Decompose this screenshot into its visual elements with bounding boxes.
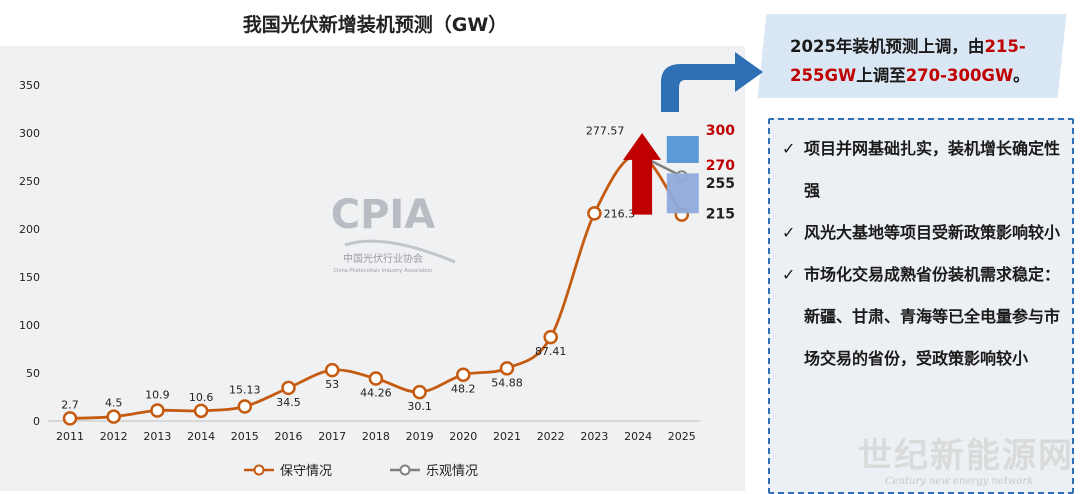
bullet-text: 风光大基地等项目受新政策影响较小: [804, 223, 1061, 242]
x-tick-label: 2011: [56, 430, 84, 443]
watermark: 世纪新能源网: [858, 436, 1074, 476]
series-point-conservative: [324, 362, 340, 378]
check-icon: ✓: [782, 223, 796, 242]
range-label: 215: [706, 207, 735, 223]
series-point-conservative: [237, 399, 253, 414]
legend-label-optimistic: 乐观情况: [426, 464, 479, 479]
y-tick-label: 200: [19, 223, 40, 236]
y-tick-label: 50: [26, 367, 40, 380]
data-label: 53: [325, 378, 339, 391]
bullet-item: ✓ 项目并网基础扎实，装机增长确定性强: [782, 128, 1072, 212]
series-point-conservative: [150, 403, 165, 418]
series-point-conservative: [587, 206, 602, 221]
arrow-icon: [661, 52, 763, 112]
series-point-conservative: [106, 409, 121, 424]
x-tick-label: 2019: [406, 430, 434, 443]
legend-item-conservative: 保守情况: [244, 460, 332, 479]
x-tick-label: 2013: [143, 430, 171, 443]
check-icon: ✓: [782, 265, 796, 284]
x-tick-label: 2016: [275, 430, 303, 443]
bullet-list: ✓ 项目并网基础扎实，装机增长确定性强 ✓ 风光大基地等项目受新政策影响较小 ✓…: [782, 128, 1072, 380]
data-label: 15.13: [229, 383, 261, 396]
x-tick-label: 2024: [624, 430, 652, 443]
series-point-conservative: [543, 329, 558, 345]
bullet-item: ✓ 风光大基地等项目受新政策影响较小: [782, 212, 1072, 254]
legend-marker-optimistic: [390, 464, 420, 475]
legend-item-optimistic: 乐观情况: [390, 460, 478, 479]
up-arrow-icon: [623, 133, 662, 215]
bullet-panel: [768, 118, 1074, 494]
series-point-conservative: [499, 361, 515, 376]
series-point-conservative: [193, 403, 209, 419]
series-point-conservative: [412, 384, 427, 400]
logo-english: China Photovoltaic Industry Association: [334, 268, 433, 274]
y-tick-label: 300: [19, 127, 40, 140]
data-label: 10.9: [145, 389, 170, 402]
legend-label-conservative: 保守情况: [280, 464, 333, 479]
series-point-conservative: [368, 371, 384, 386]
series-point-conservative: [456, 367, 471, 382]
series-point-conservative: [62, 411, 78, 426]
callout-hl3: 270-300GW: [905, 66, 1014, 85]
range-box-upper: [666, 136, 699, 163]
chart-title: 我国光伏新增装机预测（GW）: [242, 14, 508, 36]
data-label: 277.57: [586, 125, 625, 138]
data-label: 54.88: [491, 376, 523, 389]
data-label: 216.3: [604, 207, 636, 220]
data-label: 2.7: [61, 398, 79, 411]
data-label: 4.5: [105, 397, 123, 410]
range-box-lower: [666, 173, 699, 214]
line-chart: CPIA 中国光伏行业协会 China Photovoltaic Industry …: [19, 79, 735, 443]
x-tick-label: 2014: [187, 430, 215, 443]
watermark-sub: Century new energy network: [885, 476, 1034, 487]
data-label: 87.41: [535, 345, 567, 358]
logo-subtitle: 中国光伏行业协会: [343, 252, 423, 265]
logo-text: CPIA: [331, 192, 436, 238]
check-icon: ✓: [782, 139, 796, 158]
callout-hl2: 255GW: [790, 66, 857, 85]
callout-line1: 2025年装机预测上调，由: [790, 37, 985, 56]
x-tick-label: 2015: [231, 430, 259, 443]
callout-end: 。: [1013, 66, 1030, 85]
x-tick-label: 2021: [493, 430, 521, 443]
logo-swoosh: [344, 239, 456, 264]
y-tick-label: 100: [19, 319, 40, 332]
chart-area: [0, 46, 745, 491]
bullet-item: ✓ 市场化交易成熟省份装机需求稳定：新疆、甘肃、青海等已全电量参与市场交易的省份…: [782, 254, 1072, 380]
x-tick-label: 2017: [318, 430, 346, 443]
series-point-conservative: [281, 380, 296, 396]
data-label: 34.5: [276, 396, 301, 409]
range-label: 300: [706, 123, 735, 139]
data-label: 30.1: [407, 400, 432, 413]
x-tick-label: 2023: [580, 430, 608, 443]
x-tick-label: 2012: [100, 430, 128, 443]
x-tick-label: 2018: [362, 430, 390, 443]
callout-text: 2025年装机预测上调，由215- 255GW上调至270-300GW。: [790, 32, 1060, 90]
x-tick-label: 2020: [449, 430, 477, 443]
data-label: 48.2: [451, 383, 476, 396]
y-tick-label: 150: [19, 271, 40, 284]
data-label: 44.26: [360, 387, 392, 400]
callout-hl1: 215-: [984, 37, 1026, 56]
cpia-logo: CPIA 中国光伏行业协会 China Photovoltaic Industry …: [331, 192, 456, 274]
y-tick-label: 0: [33, 415, 40, 428]
range-label: 270: [706, 158, 735, 174]
y-tick-label: 250: [19, 175, 40, 188]
x-tick-label: 2022: [537, 430, 565, 443]
data-label: 10.6: [189, 391, 214, 404]
legend-marker-conservative: [244, 464, 274, 475]
x-tick-label: 2025: [668, 430, 696, 443]
y-tick-label: 350: [19, 79, 40, 92]
bullet-text: 项目并网基础扎实，装机增长确定性强: [804, 139, 1061, 200]
bullet-text: 市场化交易成熟省份装机需求稳定：新疆、甘肃、青海等已全电量参与市场交易的省份，受…: [804, 265, 1061, 368]
range-label: 255: [706, 176, 735, 192]
callout-mid: 上调至: [856, 66, 906, 85]
